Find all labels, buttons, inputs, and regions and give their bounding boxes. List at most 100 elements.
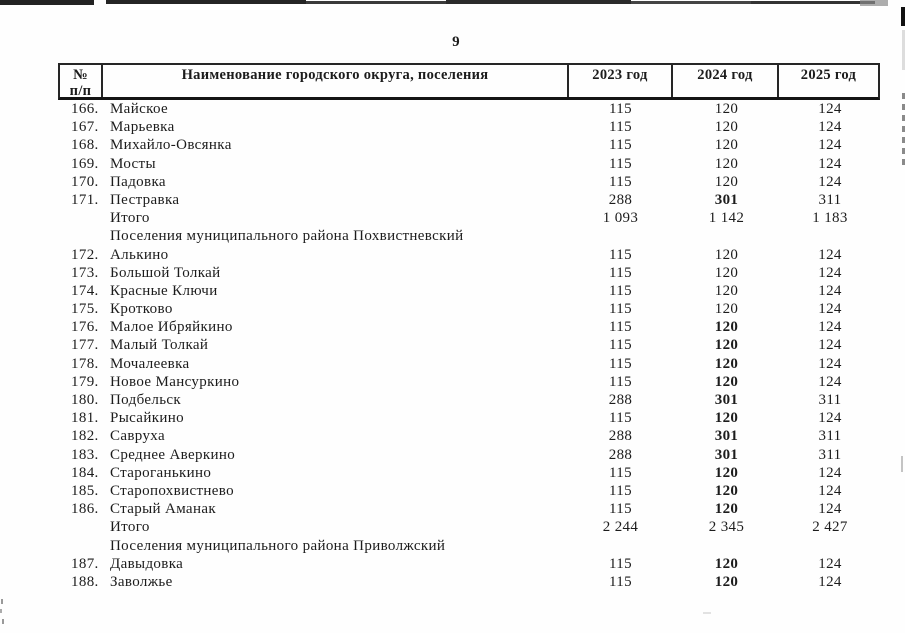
row-number: 179. [71, 373, 99, 390]
value-2025: 124 [818, 173, 842, 190]
value-2023: 2 244 [602, 519, 639, 536]
settlement-name: Итого [110, 519, 150, 536]
table-row: 177. Малый Толкай 115 120 124 [58, 336, 880, 354]
scan-artifact-top-bar [446, 0, 631, 4]
table-row: 188. Заволжье 115 120 124 [58, 573, 880, 591]
scan-artifact-top-bar [0, 0, 94, 5]
column-header-2025: 2025 год [777, 65, 878, 97]
settlement-name: Марьевка [110, 119, 175, 136]
value-2025: 124 [818, 264, 842, 281]
settlement-name: Майское [110, 101, 168, 117]
value-2025: 124 [818, 573, 842, 590]
row-number: 183. [71, 446, 99, 463]
row-number: 186. [71, 501, 99, 518]
value-2023: 115 [609, 246, 632, 263]
row-number: 180. [71, 392, 99, 408]
row-number [58, 537, 110, 555]
settlement-name: Новое Мансуркино [110, 373, 240, 390]
value-2024: 301 [714, 392, 739, 408]
value-2023: 115 [609, 173, 632, 190]
scan-artifact-top-bar [860, 0, 888, 6]
settlement-name: Поселения муниципального района Похвистн… [110, 228, 464, 245]
value-2023: 115 [609, 555, 632, 572]
value-2024: 120 [714, 173, 739, 190]
table-row: 169. Мосты 115 120 124 [58, 155, 880, 173]
value-2025: 124 [818, 337, 842, 354]
value-2025: 311 [818, 446, 842, 463]
value-2024 [673, 227, 780, 245]
row-number: 170. [71, 173, 99, 190]
scan-artifact-top-bar [751, 1, 875, 4]
value-2024: 120 [714, 501, 739, 518]
value-2025 [780, 227, 880, 245]
row-number: 166. [71, 101, 99, 117]
value-2024: 120 [714, 319, 739, 336]
table-row: 187. Давыдовка 115 120 124 [58, 555, 880, 573]
value-2024: 120 [714, 301, 739, 318]
value-2024: 2 345 [708, 519, 745, 536]
row-number: 178. [71, 355, 99, 372]
value-2023: 115 [609, 464, 632, 481]
value-2024: 120 [714, 410, 739, 427]
row-number [58, 209, 110, 227]
row-number: 172. [71, 246, 99, 263]
value-2023: 288 [608, 392, 633, 408]
table-row: 175. Кротково 115 120 124 [58, 300, 880, 318]
table-row: 183. Среднее Аверкино 288 301 311 [58, 446, 880, 464]
settlement-name: Кротково [110, 301, 173, 318]
settlement-name: Алькино [110, 246, 169, 263]
row-number: 187. [71, 555, 99, 572]
settlement-name: Староганькино [110, 464, 212, 481]
scan-artifact-top-bar [306, 1, 446, 4]
settlement-name: Подбельск [110, 392, 182, 408]
row-number: 175. [71, 301, 99, 318]
row-number: 188. [71, 573, 99, 590]
value-2024: 1 142 [708, 210, 745, 227]
value-2024: 120 [714, 101, 739, 117]
row-number: 169. [71, 155, 99, 172]
settlement-name: Большой Толкай [110, 264, 221, 281]
table-row: 166. Майское 115 120 124 [58, 100, 880, 118]
settlement-name: Старый Аманак [110, 501, 216, 518]
settlement-name: Рысайкино [110, 410, 184, 427]
value-2023: 115 [609, 337, 632, 354]
value-2025: 124 [818, 410, 842, 427]
table-row: 181. Рысайкино 115 120 124 [58, 409, 880, 427]
column-header-2023: 2023 год [567, 65, 671, 97]
settlement-name: Мосты [110, 155, 156, 172]
value-2024: 120 [714, 337, 739, 354]
value-2023: 115 [609, 355, 632, 372]
scan-artifact-speck [703, 612, 711, 614]
value-2024: 120 [714, 246, 739, 263]
value-2023 [568, 227, 673, 245]
value-2025: 311 [818, 191, 842, 208]
value-2023: 115 [609, 319, 632, 336]
value-2025: 124 [818, 482, 842, 499]
table-row: 179. Новое Мансуркино 115 120 124 [58, 373, 880, 391]
value-2023: 288 [608, 446, 633, 463]
value-2023: 115 [609, 301, 632, 318]
settlement-name: Итого [110, 210, 150, 227]
value-2025: 124 [818, 301, 842, 318]
column-header-num-line2: п/п [69, 83, 92, 97]
settlement-name: Старопохвистнево [110, 482, 234, 499]
table-row: 185. Старопохвистнево 115 120 124 [58, 482, 880, 500]
value-2023: 115 [609, 264, 632, 281]
value-2023: 115 [609, 101, 632, 117]
settlement-name: Среднее Аверкино [110, 446, 236, 463]
settlement-name: Давыдовка [110, 555, 184, 572]
table-header: № п/п Наименование городского округа, по… [58, 63, 880, 100]
settlement-name: Поселения муниципального района Приволжс… [110, 537, 446, 554]
value-2025: 124 [818, 119, 842, 136]
settlement-name: Малое Ибряйкино [110, 319, 233, 336]
value-2023: 115 [609, 282, 632, 299]
value-2024: 301 [714, 428, 739, 445]
table-row: 178. Мочалеевка 115 120 124 [58, 355, 880, 373]
row-number: 182. [71, 428, 99, 445]
section-header-row: Поселения муниципального района Похвистн… [58, 227, 880, 245]
row-number: 174. [71, 282, 99, 299]
table-row: 176. Малое Ибряйкино 115 120 124 [58, 318, 880, 336]
total-row: Итого 2 244 2 345 2 427 [58, 518, 880, 536]
section-header-row: Поселения муниципального района Приволжс… [58, 537, 880, 555]
scan-artifact-speck [2, 619, 4, 624]
